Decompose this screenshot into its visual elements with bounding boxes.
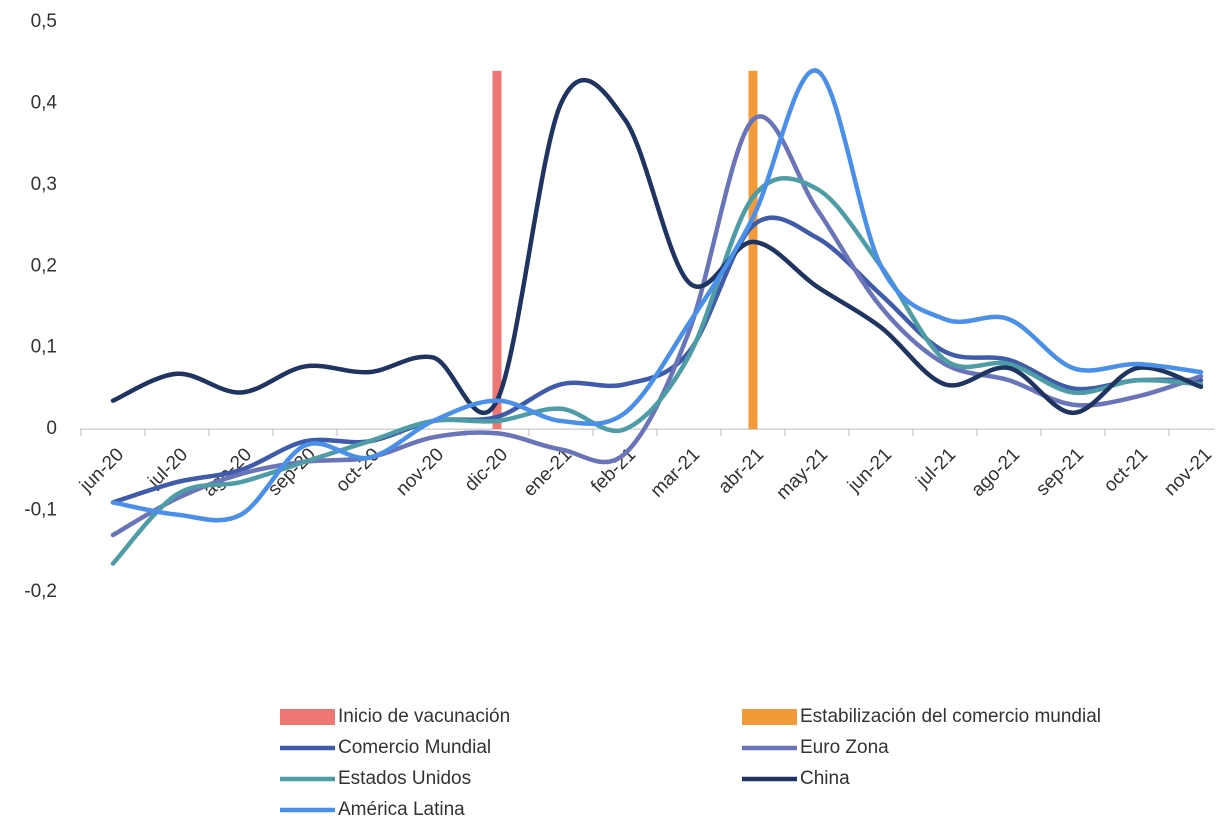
legend-label: Estados Unidos bbox=[338, 768, 471, 789]
y-tick-label: 0,5 bbox=[31, 11, 57, 32]
legend-swatch bbox=[280, 709, 335, 725]
x-tick-label: abr-21 bbox=[714, 444, 768, 498]
x-tick-label: feb-21 bbox=[587, 444, 640, 497]
y-tick-label: 0,3 bbox=[31, 174, 57, 195]
x-tick-label: ago-21 bbox=[967, 444, 1024, 501]
legend-label: Comercio Mundial bbox=[338, 737, 491, 758]
legend-label: China bbox=[800, 768, 850, 789]
legend-label: Euro Zona bbox=[800, 737, 889, 758]
x-tick-label: nov-20 bbox=[392, 444, 448, 500]
y-tick-label: 0,2 bbox=[31, 255, 57, 276]
legend-label: América Latina bbox=[338, 799, 465, 819]
y-tick-label: 0 bbox=[46, 418, 57, 439]
x-tick-label: jun-20 bbox=[75, 444, 128, 497]
x-tick-label: may-21 bbox=[772, 444, 832, 504]
x-tick-label: nov-21 bbox=[1160, 444, 1216, 500]
legend-label: Inicio de vacunación bbox=[338, 706, 510, 727]
bar bbox=[492, 70, 502, 430]
x-tick-label: jun-21 bbox=[843, 444, 896, 497]
x-tick-label: jul-21 bbox=[912, 444, 960, 492]
line bbox=[110, 175, 1204, 566]
line bbox=[110, 68, 1204, 523]
line bbox=[110, 77, 1204, 416]
bar bbox=[748, 70, 758, 430]
x-tick-label: dic-20 bbox=[461, 444, 512, 495]
legend-label: Estabilización del comercio mundial bbox=[800, 706, 1101, 727]
y-tick-label: -0,2 bbox=[24, 581, 57, 602]
line bbox=[110, 215, 1204, 505]
y-tick-label: 0,1 bbox=[31, 337, 57, 358]
y-tick-label: 0,4 bbox=[31, 92, 58, 113]
x-tick-label: oct-21 bbox=[1100, 444, 1152, 496]
legend-swatch bbox=[742, 709, 797, 725]
y-tick-label: -0,1 bbox=[24, 500, 57, 521]
x-tick-label: mar-21 bbox=[647, 444, 704, 501]
x-tick-label: sep-21 bbox=[1032, 444, 1088, 500]
